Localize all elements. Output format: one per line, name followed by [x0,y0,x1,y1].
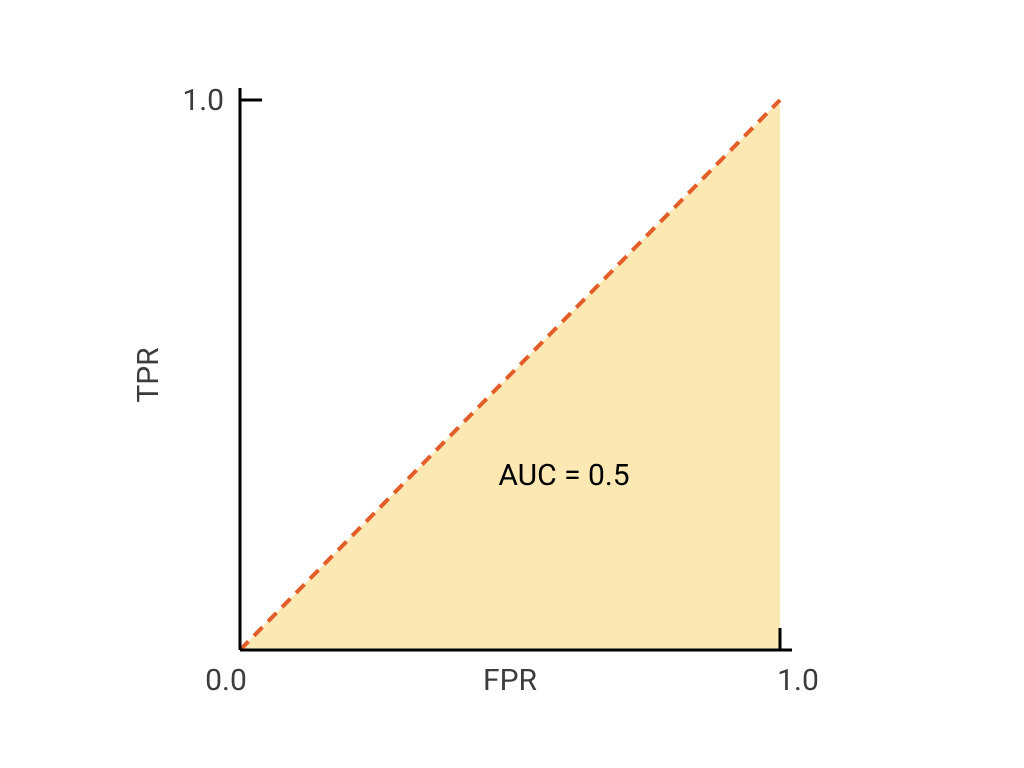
y-tick-label-1: 1.0 [182,83,224,118]
y-axis-label: TPR [131,347,166,402]
x-axis-label: FPR [483,663,537,698]
roc-chart: 1.0 0.0 1.0 FPR TPR AUC = 0.5 [0,0,1024,768]
x-tick-label-0: 0.0 [205,663,247,698]
auc-annotation: AUC = 0.5 [498,458,629,493]
x-tick-label-1: 1.0 [777,663,819,698]
chart-svg: 1.0 0.0 1.0 FPR TPR AUC = 0.5 [0,0,1024,768]
